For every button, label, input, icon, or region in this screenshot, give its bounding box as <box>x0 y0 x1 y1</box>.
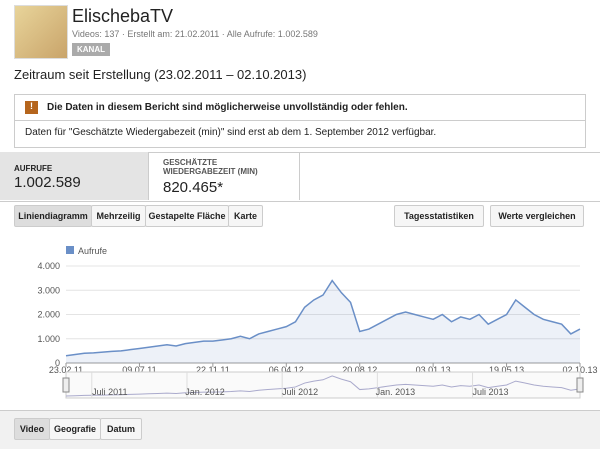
y-tick-label: 2.000 <box>37 310 60 320</box>
x-tick-label: 09.07.11 <box>122 365 156 375</box>
metric-box[interactable]: AUFRUFE 1.002.589 <box>0 152 149 200</box>
x-tick-label: 19.05.13 <box>489 365 524 375</box>
metric-value: 820.465* <box>163 179 224 196</box>
meta: Videos: 137 · Erstellt am: 21.02.2011 · … <box>72 29 318 39</box>
x-tick-label: 20.08.12 <box>342 365 377 375</box>
x-tick-label: 02.10.13 <box>562 365 597 375</box>
dropdown[interactable]: Werte vergleichen <box>490 205 584 227</box>
navigator-label: Jan. 2013 <box>376 387 416 397</box>
views: Alle Aufrufe: 1.002.589 <box>226 29 318 39</box>
tab[interactable]: Karte <box>228 205 263 227</box>
y-tick-label: 1.000 <box>37 334 60 344</box>
area <box>66 280 580 363</box>
navigator-label: Juli 2013 <box>473 387 509 397</box>
metric-value: 1.002.589 <box>14 174 81 191</box>
warning-title: Die Daten in diesem Bericht sind möglich… <box>47 102 408 113</box>
navigator-handle[interactable] <box>62 377 70 393</box>
warning-icon: ! <box>25 101 38 114</box>
navigator-label: Juli 2011 <box>92 387 127 397</box>
metrics-bar <box>0 152 600 202</box>
tab[interactable]: Liniendiagramm <box>14 205 92 227</box>
x-tick-label: 06.04.12 <box>269 365 304 375</box>
created: Erstellt am: 21.02.2011 <box>127 29 220 39</box>
y-tick-label: 3.000 <box>37 285 60 295</box>
badge: KANAL <box>72 43 110 56</box>
warning-box: ! Die Daten in diesem Bericht sind mögli… <box>14 94 586 148</box>
tab[interactable]: Mehrzeilig <box>91 205 146 227</box>
metric-box[interactable]: GESCHÄTZTE WIEDERGABEZEIT (MIN) 820.465* <box>149 152 300 200</box>
y-tick-label: 4.000 <box>37 261 60 271</box>
y-tick-label: 0 <box>55 358 60 368</box>
channel-title[interactable]: ElischebaTV <box>72 6 174 26</box>
x-tick-label: 23.02.11 <box>49 365 83 375</box>
metric-label: AUFRUFE <box>14 164 53 173</box>
divider <box>15 120 585 121</box>
dropdown[interactable]: Tagesstatistiken <box>394 205 484 227</box>
videos: Videos: 137 <box>72 29 120 39</box>
legend-swatch <box>66 246 74 254</box>
navigator-handle[interactable] <box>576 377 584 393</box>
metric-label: GESCHÄTZTE WIEDERGABEZEIT (MIN) <box>163 158 258 176</box>
tab[interactable]: Datum <box>100 418 142 440</box>
chart: 0 1.000 2.000 3.000 4.000 Aufrufe 23.02.11 09.0… <box>37 246 598 399</box>
x-tick-label: 03.01.13 <box>416 365 451 375</box>
navigator-line <box>65 375 581 397</box>
tab[interactable]: Gestapelte Fläche <box>145 205 229 227</box>
legend-label: Aufrufe <box>78 246 107 256</box>
navigator-label: Jan. 2012 <box>185 387 225 397</box>
x-tick-label: 22.11.11 <box>196 365 230 375</box>
navigator-label: Juli 2012 <box>282 387 318 397</box>
avatar <box>14 5 68 59</box>
tab[interactable]: Geografie <box>49 418 101 440</box>
warning-text: Daten für "Geschätzte Wiedergabezeit (mi… <box>25 127 437 138</box>
tab[interactable]: Video <box>14 418 50 440</box>
line <box>65 279 581 357</box>
period: Zeitraum seit Erstellung (23.02.2011 – 0… <box>14 67 307 82</box>
